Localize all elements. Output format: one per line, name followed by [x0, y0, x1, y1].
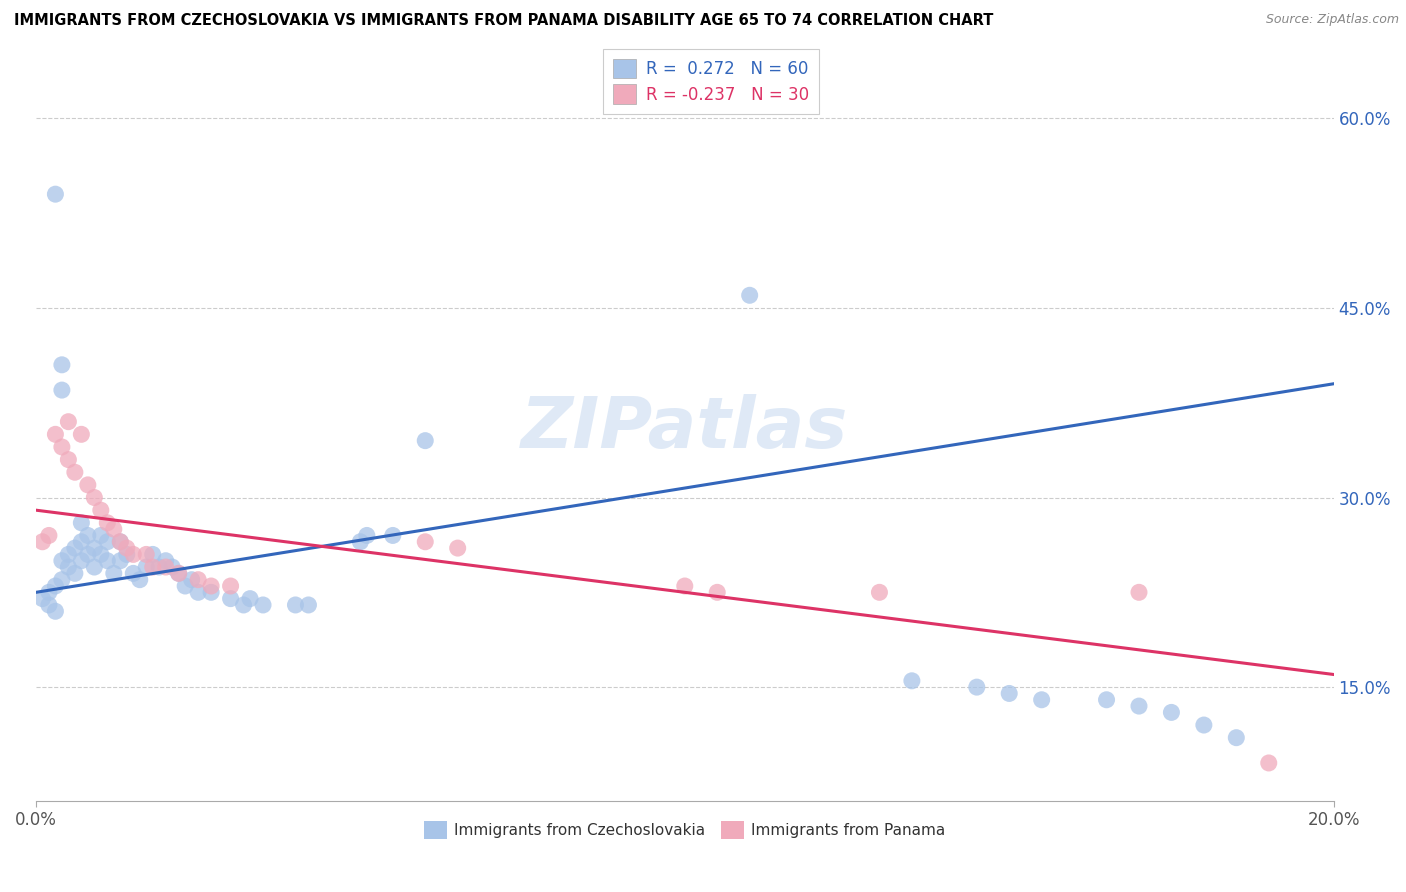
Point: [413, 534, 436, 549]
Point: [413, 434, 436, 448]
Point: [200, 585, 222, 599]
Point: [219, 579, 242, 593]
Point: [58, 415, 80, 429]
Point: [200, 579, 222, 593]
Point: [103, 522, 125, 536]
Point: [76, 478, 98, 492]
Point: [155, 560, 177, 574]
Point: [239, 591, 262, 606]
Point: [103, 566, 125, 581]
Point: [738, 288, 761, 302]
Point: [63, 465, 86, 479]
Point: [38, 528, 60, 542]
Point: [1031, 692, 1053, 706]
Point: [70, 554, 93, 568]
Point: [51, 573, 73, 587]
Point: [31, 591, 53, 606]
Point: [51, 358, 73, 372]
Point: [58, 560, 80, 574]
Point: [297, 598, 319, 612]
Point: [174, 579, 197, 593]
Point: [187, 585, 209, 599]
Point: [122, 566, 145, 581]
Point: [349, 534, 371, 549]
Point: [51, 383, 73, 397]
Point: [187, 573, 209, 587]
Point: [998, 686, 1021, 700]
Point: [83, 491, 105, 505]
Point: [1128, 699, 1150, 714]
Point: [142, 560, 165, 574]
Point: [58, 548, 80, 562]
Point: [1128, 585, 1150, 599]
Point: [180, 573, 202, 587]
Point: [706, 585, 728, 599]
Point: [252, 598, 274, 612]
Point: [31, 534, 53, 549]
Text: ZIPatlas: ZIPatlas: [522, 393, 848, 463]
Point: [63, 541, 86, 555]
Point: [1095, 692, 1118, 706]
Point: [38, 585, 60, 599]
Point: [58, 452, 80, 467]
Point: [96, 516, 118, 530]
Point: [44, 579, 66, 593]
Point: [868, 585, 890, 599]
Point: [38, 598, 60, 612]
Point: [673, 579, 696, 593]
Point: [142, 548, 165, 562]
Point: [356, 528, 378, 542]
Point: [110, 554, 132, 568]
Point: [70, 534, 93, 549]
Point: [128, 573, 150, 587]
Point: [284, 598, 307, 612]
Legend: Immigrants from Czechoslovakia, Immigrants from Panama: Immigrants from Czechoslovakia, Immigran…: [418, 814, 952, 846]
Point: [44, 604, 66, 618]
Point: [148, 560, 170, 574]
Point: [1225, 731, 1247, 745]
Point: [160, 560, 183, 574]
Point: [90, 528, 112, 542]
Point: [90, 503, 112, 517]
Point: [70, 427, 93, 442]
Point: [83, 541, 105, 555]
Point: [70, 516, 93, 530]
Point: [115, 548, 138, 562]
Point: [83, 560, 105, 574]
Point: [90, 548, 112, 562]
Point: [381, 528, 404, 542]
Point: [232, 598, 254, 612]
Point: [110, 534, 132, 549]
Point: [135, 548, 157, 562]
Point: [901, 673, 924, 688]
Point: [110, 534, 132, 549]
Point: [135, 560, 157, 574]
Text: IMMIGRANTS FROM CZECHOSLOVAKIA VS IMMIGRANTS FROM PANAMA DISABILITY AGE 65 TO 74: IMMIGRANTS FROM CZECHOSLOVAKIA VS IMMIGR…: [14, 13, 994, 29]
Point: [44, 187, 66, 202]
Point: [1160, 706, 1182, 720]
Point: [219, 591, 242, 606]
Text: Source: ZipAtlas.com: Source: ZipAtlas.com: [1265, 13, 1399, 27]
Point: [115, 541, 138, 555]
Point: [76, 548, 98, 562]
Point: [51, 554, 73, 568]
Point: [44, 427, 66, 442]
Point: [96, 534, 118, 549]
Point: [1192, 718, 1215, 732]
Point: [1257, 756, 1279, 770]
Point: [167, 566, 190, 581]
Point: [966, 680, 988, 694]
Point: [167, 566, 190, 581]
Point: [447, 541, 470, 555]
Point: [51, 440, 73, 454]
Point: [63, 566, 86, 581]
Point: [76, 528, 98, 542]
Point: [96, 554, 118, 568]
Point: [122, 548, 145, 562]
Point: [155, 554, 177, 568]
